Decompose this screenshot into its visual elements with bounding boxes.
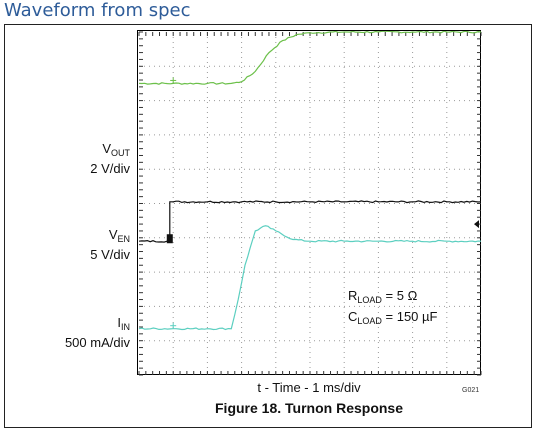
rload-annotation: RLOAD = 5 Ω [348, 288, 418, 305]
figure-frame [4, 24, 532, 428]
ven-scale: 5 V/div [90, 247, 130, 262]
oscilloscope-plot [137, 30, 482, 376]
vout-scale: 2 V/div [90, 161, 130, 176]
vout-label: VOUT 2 V/div [90, 141, 130, 176]
iin-scale: 500 mA/div [64, 335, 130, 350]
trace-iin [138, 225, 482, 331]
trace-vout [138, 31, 482, 85]
iin-label: IIN 500 mA/div [65, 315, 130, 350]
page-title: Waveform from spec [4, 0, 191, 21]
figure-code: G021 [462, 387, 480, 394]
iin-name: IIN [117, 315, 130, 332]
trigger-marker [166, 234, 173, 244]
trigger-level-arrow [474, 220, 479, 229]
figure-caption: Figure 18. Turnon Response [215, 400, 403, 416]
vout-name: VOUT [102, 141, 130, 158]
plot-svg [138, 31, 482, 376]
trace-ven [138, 200, 482, 243]
ven-name: VEN [108, 227, 130, 244]
x-axis-label: t - Time - 1 ms/div [257, 380, 361, 395]
ven-label: VEN 5 V/div [90, 227, 130, 262]
cload-annotation: CLOAD = 150 µF [348, 309, 438, 326]
